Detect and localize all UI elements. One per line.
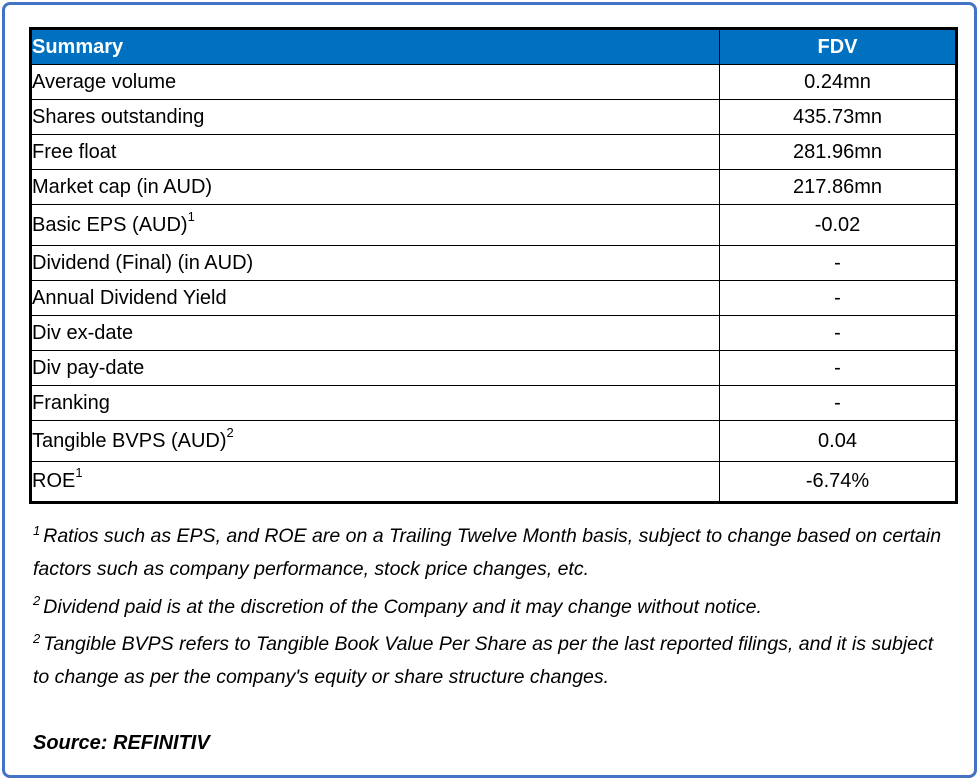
table-row: Div ex-date - xyxy=(30,315,957,351)
row-label: Annual Dividend Yield xyxy=(30,280,720,316)
row-label: Market cap (in AUD) xyxy=(30,169,720,205)
row-label-text: Dividend (Final) (in AUD) xyxy=(32,251,254,274)
row-label-text: ROE xyxy=(32,470,76,492)
source-line: Source: REFINITIV xyxy=(33,731,210,754)
row-label: Average volume xyxy=(30,64,720,100)
table-row: Average volume 0.24mn xyxy=(30,64,957,100)
row-value: - xyxy=(719,280,957,316)
row-label: Div ex-date xyxy=(30,315,720,351)
footnotes-block: 1 Ratios such as EPS, and ROE are on a Tr… xyxy=(33,520,949,694)
row-label-text: Div pay-date xyxy=(32,356,145,379)
row-label: Free float xyxy=(30,134,720,170)
table-row: Dividend (Final) (in AUD) - xyxy=(30,245,957,281)
table-header-fdv: FDV xyxy=(719,28,957,65)
table-row: Basic EPS (AUD)1 -0.02 xyxy=(30,204,957,246)
row-label: ROE1 xyxy=(30,461,720,503)
footnote-text: Dividend paid is at the discretion of th… xyxy=(43,595,762,618)
row-label: Dividend (Final) (in AUD) xyxy=(30,245,720,281)
footnote-marker: 1 xyxy=(75,465,83,481)
row-label: Basic EPS (AUD)1 xyxy=(30,204,720,246)
table-header-summary: Summary xyxy=(30,28,720,65)
row-label-text: Basic EPS (AUD) xyxy=(32,213,188,236)
row-label-text: Free float xyxy=(32,140,117,163)
footnote-marker: 2 xyxy=(33,593,41,608)
table-header-row: Summary FDV xyxy=(30,28,957,65)
row-label-text: Franking xyxy=(32,391,110,414)
table-row: Market cap (in AUD) 217.86mn xyxy=(30,169,957,205)
row-label-text: Tangible BVPS (AUD) xyxy=(32,429,227,452)
row-value: -6.74% xyxy=(719,461,957,503)
table-row: Shares outstanding 435.73mn xyxy=(30,99,957,135)
table-row: Div pay-date - xyxy=(30,350,957,386)
row-value: - xyxy=(719,315,957,351)
footnote-text: Ratios such as EPS, and ROE are on a Tra… xyxy=(33,525,942,580)
row-label: Div pay-date xyxy=(30,350,720,386)
row-label-text: Average volume xyxy=(32,70,177,93)
footnote-text: Tangible BVPS refers to Tangible Book Va… xyxy=(33,633,934,688)
row-value: 435.73mn xyxy=(719,99,957,135)
row-value: 217.86mn xyxy=(719,169,957,205)
footnote: 1 Ratios such as EPS, and ROE are on a Tr… xyxy=(33,520,949,586)
row-value: - xyxy=(719,350,957,386)
table-row: Free float 281.96mn xyxy=(30,134,957,170)
table-row: Tangible BVPS (AUD)2 0.04 xyxy=(30,420,957,462)
row-label-text: Div ex-date xyxy=(32,321,134,344)
row-value: - xyxy=(719,385,957,421)
row-value: 281.96mn xyxy=(719,134,957,170)
table-row: Annual Dividend Yield - xyxy=(30,280,957,316)
footnote-marker: 1 xyxy=(33,522,41,538)
row-label-text: Market cap (in AUD) xyxy=(32,175,213,198)
row-label-text: Shares outstanding xyxy=(32,105,205,128)
footnote-marker: 2 xyxy=(226,424,234,440)
row-label: Shares outstanding xyxy=(30,99,720,135)
row-value: 0.04 xyxy=(719,420,957,462)
row-value: - xyxy=(719,245,957,281)
footnote-marker: 2 xyxy=(33,630,41,646)
row-label: Tangible BVPS (AUD)2 xyxy=(30,420,720,462)
row-label: Franking xyxy=(30,385,720,421)
row-value: 0.24mn xyxy=(719,64,957,100)
summary-table: Summary FDV Average volume 0.24mn Shares… xyxy=(29,27,958,504)
table-row: ROE1 -6.74% xyxy=(30,461,957,503)
footnote: 2 Dividend paid is at the discretion of t… xyxy=(33,591,949,624)
footnote: 2 Tangible BVPS refers to Tangible Book V… xyxy=(33,628,949,694)
table-row: Franking - xyxy=(30,385,957,421)
row-value: -0.02 xyxy=(719,204,957,246)
row-label-text: Annual Dividend Yield xyxy=(32,286,227,309)
footnote-marker: 1 xyxy=(187,208,195,224)
